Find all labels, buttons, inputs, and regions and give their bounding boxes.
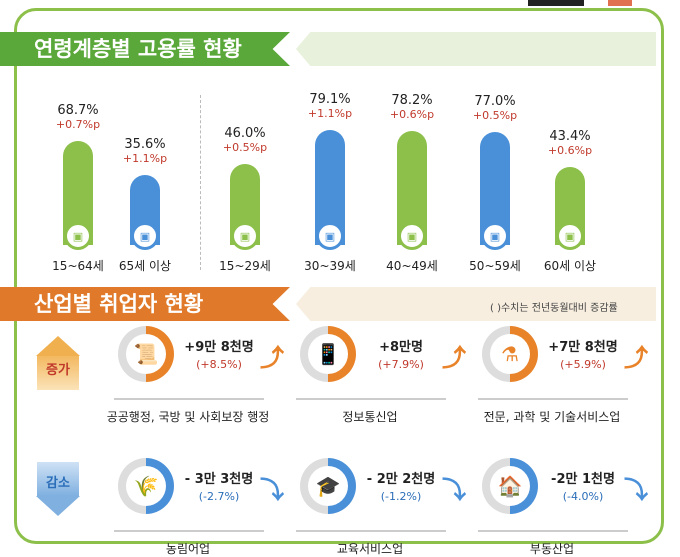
age-label: 65세 이상 bbox=[118, 259, 172, 273]
age-group: 43.4% +0.6%p bbox=[525, 129, 615, 157]
rate-change: +1.1%p bbox=[122, 152, 168, 166]
age-group: 77.0% +0.5%p bbox=[450, 94, 540, 122]
employment-change: +8만명 bbox=[379, 340, 423, 355]
age-group: 46.0% +0.5%p bbox=[200, 126, 290, 154]
age-label: 40~49세 bbox=[386, 259, 438, 273]
age-label: 15~64세 bbox=[52, 259, 104, 273]
divider bbox=[296, 530, 446, 532]
age-group: 68.7% +0.7%p bbox=[33, 103, 123, 131]
employment-rate: 46.0% bbox=[224, 126, 266, 142]
industry-name: 교육서비스업 bbox=[336, 542, 404, 556]
age-label: 15~29세 bbox=[219, 259, 271, 273]
divider bbox=[114, 530, 264, 532]
document-search-icon: ▣ bbox=[131, 222, 159, 250]
trend-down-icon: ⤵ bbox=[260, 476, 284, 504]
document-search-icon: ▣ bbox=[64, 222, 92, 250]
section1-title: 연령계층별 고용률 현황 bbox=[0, 32, 290, 66]
age-label: 60세 이상 bbox=[543, 259, 597, 273]
employment-rate: 68.7% bbox=[57, 102, 99, 118]
industry-name: 공공행정, 국방 및 사회보장 행정 bbox=[106, 410, 270, 424]
document-search-icon: ▣ bbox=[481, 222, 509, 250]
change-percent: (+8.5%) bbox=[196, 358, 242, 371]
increase-ring: 📱 bbox=[300, 326, 356, 382]
trend-down-icon: ⤵ bbox=[624, 476, 648, 504]
employment-change: - 2만 2천명 bbox=[366, 472, 436, 487]
note: ( )수치는 전년동월대비 증감률 bbox=[490, 303, 618, 314]
change-percent: (+5.9%) bbox=[560, 358, 606, 371]
rate-change: +0.5%p bbox=[472, 109, 518, 123]
frame bbox=[14, 8, 664, 544]
change-percent: (+7.9%) bbox=[378, 358, 424, 371]
document-search-icon: ▣ bbox=[316, 222, 344, 250]
employment-rate: 77.0% bbox=[474, 94, 516, 110]
flask-icon: ⚗ bbox=[490, 334, 530, 374]
document-search-icon: ▣ bbox=[398, 222, 426, 250]
decrease-badge: 감소 bbox=[37, 462, 79, 496]
trend-up-icon: ⤴ bbox=[442, 344, 466, 372]
age-group: 79.1% +1.1%p bbox=[285, 92, 375, 120]
increase-ring: ⚗ bbox=[482, 326, 538, 382]
trend-down-icon: ⤵ bbox=[442, 476, 466, 504]
industry-name: 정보통신업 bbox=[342, 410, 398, 424]
employment-rate: 35.6% bbox=[124, 137, 166, 153]
header-band bbox=[296, 32, 656, 66]
age-label: 50~59세 bbox=[469, 259, 521, 273]
employment-rate: 43.4% bbox=[549, 129, 591, 145]
employment-rate: 79.1% bbox=[309, 92, 351, 108]
employment-change: - 3만 3천명 bbox=[184, 472, 254, 487]
arrow-up-icon bbox=[36, 336, 80, 356]
document-search-icon: ▣ bbox=[231, 222, 259, 250]
decrease-ring: 🏠 bbox=[482, 458, 538, 514]
section2-header: 산업별 취업자 현황 ( )수치는 전년동월대비 증감률 bbox=[0, 287, 660, 321]
change-percent: (-2.7%) bbox=[198, 490, 240, 503]
industry-name: 농림어업 bbox=[165, 542, 211, 556]
document-search-icon: ▣ bbox=[556, 222, 584, 250]
industry-name: 부동산업 bbox=[529, 542, 575, 556]
phone-icon: 📱 bbox=[308, 334, 348, 374]
rate-change: +0.6%p bbox=[389, 108, 435, 122]
change-percent: (-1.2%) bbox=[380, 490, 422, 503]
employment-change: +7만 8천명 bbox=[548, 340, 618, 355]
increase-badge: 증가 bbox=[37, 356, 79, 390]
decoration bbox=[528, 0, 584, 6]
wheat-icon: 🌾 bbox=[126, 466, 166, 506]
employment-change: -2만 1천명 bbox=[551, 472, 615, 487]
decrease-ring: 🎓 bbox=[300, 458, 356, 514]
section1-header: 연령계층별 고용률 현황 bbox=[0, 32, 660, 66]
divider bbox=[200, 95, 201, 270]
divider bbox=[478, 398, 628, 400]
divider bbox=[296, 398, 446, 400]
rate-change: +0.7%p bbox=[55, 117, 101, 131]
trend-up-icon: ⤴ bbox=[260, 344, 284, 372]
age-label: 30~39세 bbox=[304, 259, 356, 273]
rate-change: +0.6%p bbox=[547, 144, 593, 158]
employment-rate: 78.2% bbox=[391, 93, 433, 109]
graduation-cap-icon: 🎓 bbox=[308, 466, 348, 506]
change-percent: (-4.0%) bbox=[562, 490, 604, 503]
trend-up-icon: ⤴ bbox=[624, 344, 648, 372]
age-group: 35.6% +1.1%p bbox=[100, 137, 190, 165]
divider bbox=[114, 398, 264, 400]
house-won-icon: 🏠 bbox=[490, 466, 530, 506]
scroll-icon: 📜 bbox=[126, 334, 166, 374]
arrow-down-icon bbox=[36, 496, 80, 516]
employment-change: +9만 8천명 bbox=[184, 340, 254, 355]
industry-name: 전문, 과학 및 기술서비스업 bbox=[483, 410, 621, 424]
header-band bbox=[296, 287, 656, 321]
increase-ring: 📜 bbox=[118, 326, 174, 382]
divider bbox=[478, 530, 628, 532]
rate-change: +1.1%p bbox=[307, 107, 353, 121]
rate-change: +0.5%p bbox=[222, 141, 268, 155]
age-group: 78.2% +0.6%p bbox=[367, 93, 457, 121]
section2-title: 산업별 취업자 현황 bbox=[0, 287, 290, 321]
decrease-ring: 🌾 bbox=[118, 458, 174, 514]
decoration bbox=[608, 0, 632, 6]
